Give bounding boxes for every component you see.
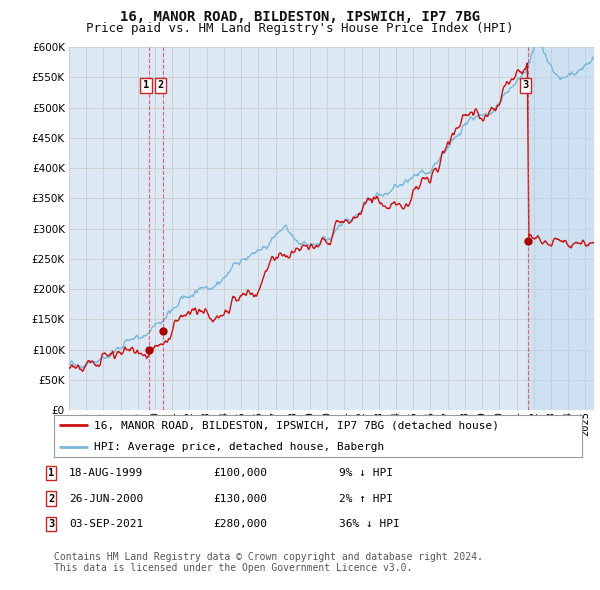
Text: 9% ↓ HPI: 9% ↓ HPI bbox=[339, 468, 393, 478]
Text: 03-SEP-2021: 03-SEP-2021 bbox=[69, 519, 143, 529]
Text: 18-AUG-1999: 18-AUG-1999 bbox=[69, 468, 143, 478]
Text: 1: 1 bbox=[143, 80, 149, 90]
Text: 16, MANOR ROAD, BILDESTON, IPSWICH, IP7 7BG: 16, MANOR ROAD, BILDESTON, IPSWICH, IP7 … bbox=[120, 10, 480, 24]
Text: 2: 2 bbox=[48, 494, 54, 503]
Text: Contains HM Land Registry data © Crown copyright and database right 2024.
This d: Contains HM Land Registry data © Crown c… bbox=[54, 552, 483, 573]
Text: Price paid vs. HM Land Registry's House Price Index (HPI): Price paid vs. HM Land Registry's House … bbox=[86, 22, 514, 35]
Text: £100,000: £100,000 bbox=[213, 468, 267, 478]
Text: 36% ↓ HPI: 36% ↓ HPI bbox=[339, 519, 400, 529]
Text: £280,000: £280,000 bbox=[213, 519, 267, 529]
Text: 2% ↑ HPI: 2% ↑ HPI bbox=[339, 494, 393, 503]
Text: 3: 3 bbox=[48, 519, 54, 529]
Text: 26-JUN-2000: 26-JUN-2000 bbox=[69, 494, 143, 503]
Text: 3: 3 bbox=[523, 80, 529, 90]
Text: HPI: Average price, detached house, Babergh: HPI: Average price, detached house, Babe… bbox=[94, 442, 384, 451]
Text: 1: 1 bbox=[48, 468, 54, 478]
Text: £130,000: £130,000 bbox=[213, 494, 267, 503]
Text: 16, MANOR ROAD, BILDESTON, IPSWICH, IP7 7BG (detached house): 16, MANOR ROAD, BILDESTON, IPSWICH, IP7 … bbox=[94, 421, 499, 430]
Bar bbox=[528, 47, 594, 410]
Text: 2: 2 bbox=[158, 80, 164, 90]
